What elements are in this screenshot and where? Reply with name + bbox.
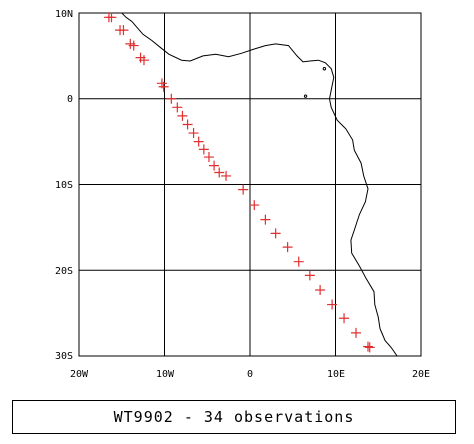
- observation-marker: [193, 136, 204, 147]
- observation-marker: [327, 299, 338, 310]
- lon-tick-label-20w: 20W: [70, 369, 89, 380]
- observation-marker: [172, 102, 183, 113]
- observation-marker: [362, 341, 373, 352]
- lon-tick-label-10e: 10E: [327, 369, 345, 380]
- caption-text: WT9902 - 34 observations: [113, 408, 355, 426]
- lon-tick-label-10w: 10W: [156, 369, 175, 380]
- observation-marker: [182, 119, 193, 130]
- island: [303, 94, 308, 98]
- observation-marker: [118, 25, 129, 36]
- lat-tick-label-20s: 20S: [55, 266, 73, 277]
- observation-marker: [238, 184, 249, 195]
- observation-marker: [209, 160, 220, 171]
- observation-marker: [270, 228, 281, 239]
- observation-marker: [128, 40, 139, 51]
- observation-marker: [249, 200, 260, 211]
- observation-marker: [138, 55, 149, 66]
- observation-marker: [166, 93, 177, 104]
- lon-tick-label-20e: 20E: [412, 369, 430, 380]
- observation-marker: [315, 284, 326, 295]
- observation-marker: [260, 214, 271, 225]
- caption-box: WT9902 - 34 observations: [12, 400, 456, 434]
- lat-tick-label-10n: 10N: [55, 9, 73, 20]
- observation-marker: [158, 81, 169, 92]
- observation-marker: [188, 128, 199, 139]
- observation-marker: [198, 144, 209, 155]
- lat-tick-label-10s: 10S: [55, 180, 73, 191]
- coastline: [121, 12, 398, 357]
- observation-markers: [103, 12, 375, 353]
- lat-tick-label-30s: 30S: [55, 351, 73, 362]
- observation-marker: [339, 313, 350, 324]
- observation-marker: [177, 110, 188, 121]
- island: [322, 67, 327, 71]
- observation-marker: [364, 342, 375, 353]
- observation-marker: [203, 152, 214, 163]
- grid-lines: [79, 13, 421, 356]
- observation-marker: [351, 327, 362, 338]
- observation-marker: [214, 167, 225, 178]
- lat-tick-label-0: 0: [67, 94, 73, 105]
- observation-marker: [293, 256, 304, 267]
- observation-marker: [304, 270, 315, 281]
- observation-marker: [221, 170, 232, 181]
- observation-marker: [106, 12, 117, 23]
- observation-map: 20W 10W 0 10E 20E 30S 20S 10S 0 10N: [55, 9, 430, 380]
- observation-marker: [282, 242, 293, 253]
- lon-tick-label-0: 0: [247, 369, 253, 380]
